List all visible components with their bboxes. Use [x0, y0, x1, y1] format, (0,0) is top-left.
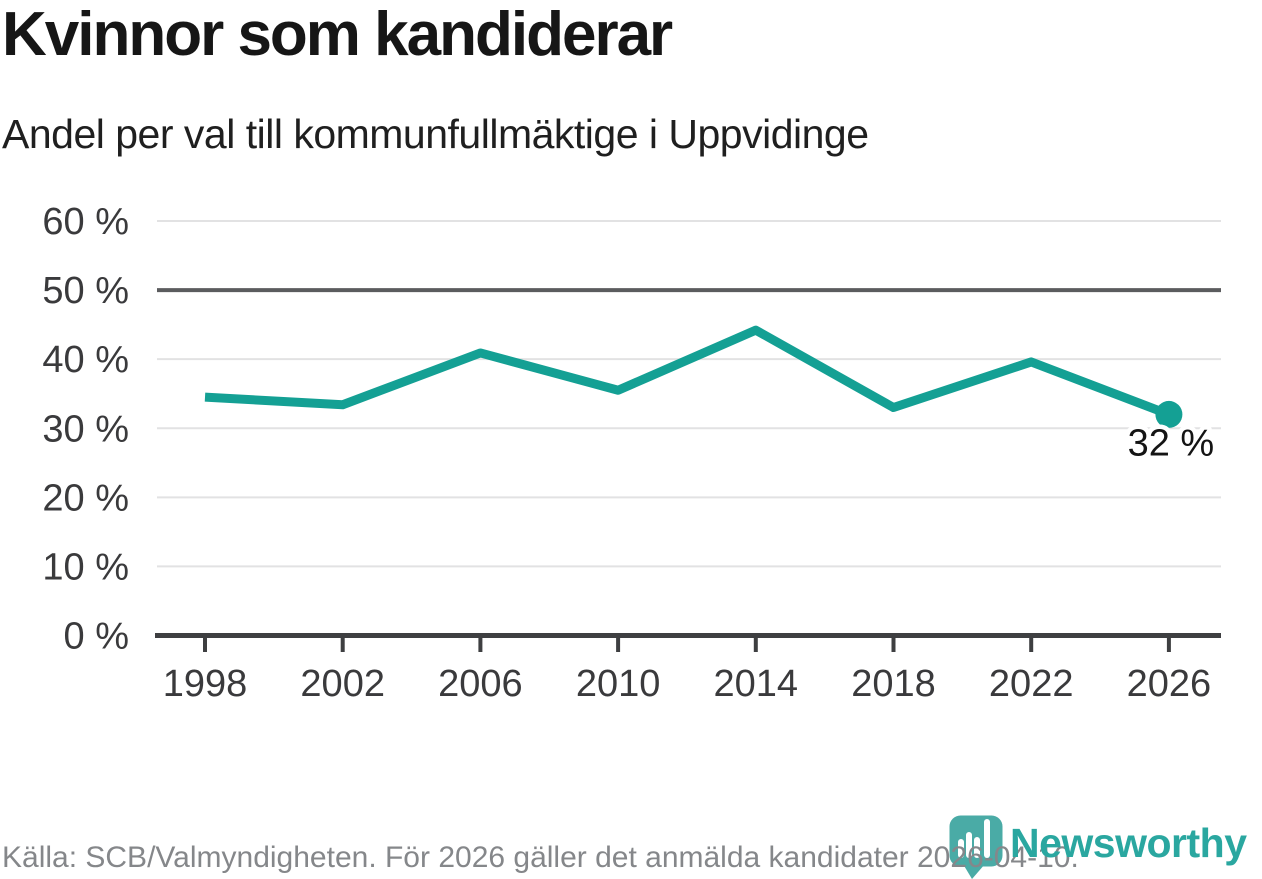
chart-subtitle: Andel per val till kommunfullmäktige i U…: [2, 111, 869, 157]
y-tick-label: 0 %: [64, 616, 129, 658]
x-tick-label: 2002: [300, 663, 385, 705]
y-tick-label: 10 %: [42, 546, 129, 588]
newsworthy-pin-barchart-icon: [949, 815, 1003, 879]
end-point-label: 32 %: [1128, 422, 1215, 464]
x-tick-label: 1998: [163, 663, 248, 705]
end-point-marker: [1155, 400, 1183, 428]
y-tick-label: 20 %: [42, 477, 129, 519]
x-tick-label: 2006: [438, 663, 523, 705]
x-tick-label: 2014: [714, 663, 799, 705]
x-tick-label: 2022: [989, 663, 1074, 705]
series-line: [204, 325, 1171, 419]
y-tick-label: 40 %: [42, 339, 129, 381]
y-tick-label: 60 %: [42, 201, 129, 243]
newsworthy-wordmark: Newsworthy: [1010, 820, 1247, 866]
y-tick-label: 30 %: [42, 408, 129, 450]
x-tick-label: 2018: [851, 663, 936, 705]
x-tick-label: 2010: [576, 663, 661, 705]
source-note: Källa: SCB/Valmyndigheten. För 2026 gäll…: [2, 841, 1079, 874]
chart-title: Kvinnor som kandiderar: [2, 0, 673, 69]
x-tick-label: 2026: [1127, 663, 1212, 705]
y-tick-label: 50 %: [42, 270, 129, 312]
